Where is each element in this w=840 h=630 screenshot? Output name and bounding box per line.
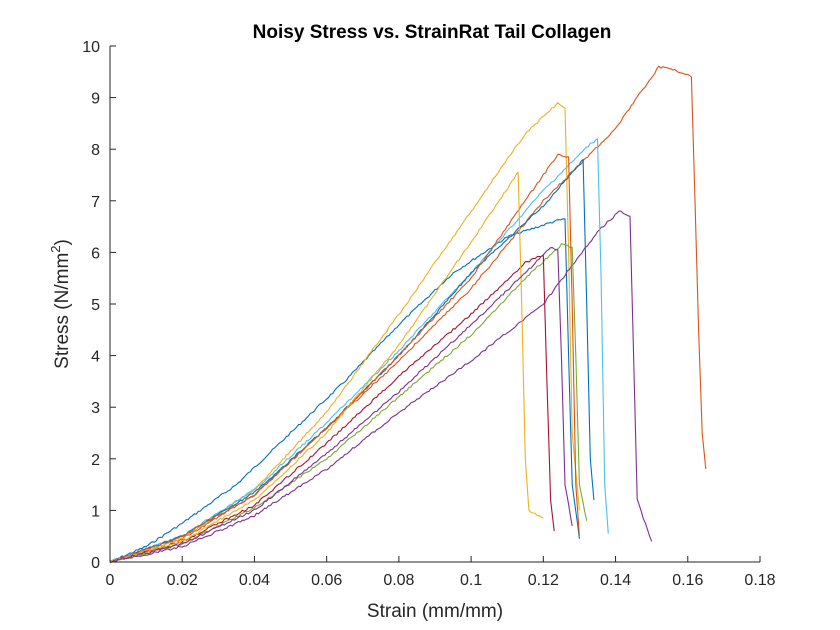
y-tick-label: 8 xyxy=(91,142,100,159)
series-line xyxy=(110,243,588,563)
y-tick-label: 4 xyxy=(91,349,100,366)
x-tick-label: 0.1 xyxy=(460,572,482,589)
x-tick-label: 0.16 xyxy=(672,572,703,589)
series-line xyxy=(109,158,595,562)
y-tick-label: 3 xyxy=(91,400,100,417)
chart-title: Noisy Stress vs. StrainRat Tail Collagen xyxy=(253,22,612,43)
x-tick-label: 0.02 xyxy=(167,572,198,589)
series-line xyxy=(109,210,653,563)
series-line xyxy=(109,171,544,563)
y-axis-label: Stress (N/mm2) xyxy=(48,239,73,369)
y-tick-label: 9 xyxy=(91,91,100,108)
y-axis-label-main: Stress (N/mm xyxy=(52,253,73,369)
y-axis-label-close: ) xyxy=(52,239,73,245)
x-tick-label: 0.18 xyxy=(744,572,775,589)
series-layer xyxy=(109,65,707,564)
y-tick-label: 0 xyxy=(91,555,100,572)
series-line xyxy=(109,254,555,564)
series-line xyxy=(109,102,580,564)
y-axis-label-sup: 2 xyxy=(48,245,63,252)
y-tick-label: 1 xyxy=(91,503,100,520)
x-tick-label: 0 xyxy=(106,572,115,589)
x-axis-label: Strain (mm/mm) xyxy=(367,601,503,622)
series-line xyxy=(109,218,580,563)
y-tick-label: 2 xyxy=(91,452,100,469)
x-tick-label: 0.06 xyxy=(311,572,342,589)
y-tick-label: 6 xyxy=(91,245,100,262)
y-tick-label: 7 xyxy=(91,194,100,211)
x-ticks: 0 0.02 0.04 0.06 0.08 0.1 0.12 0.14 0.16 0.18 xyxy=(106,556,776,589)
series-line xyxy=(109,247,573,564)
x-tick-label: 0.14 xyxy=(600,572,631,589)
y-tick-label: 10 xyxy=(82,39,100,56)
x-tick-label: 0.12 xyxy=(528,572,559,589)
x-tick-label: 0.08 xyxy=(383,572,414,589)
y-ticks: 0 1 2 3 4 5 6 7 8 9 10 xyxy=(82,39,116,572)
series-line xyxy=(110,153,580,563)
x-tick-label: 0.04 xyxy=(239,572,270,589)
series-line xyxy=(109,138,609,563)
y-tick-label: 5 xyxy=(91,297,100,314)
series-line xyxy=(109,65,707,563)
